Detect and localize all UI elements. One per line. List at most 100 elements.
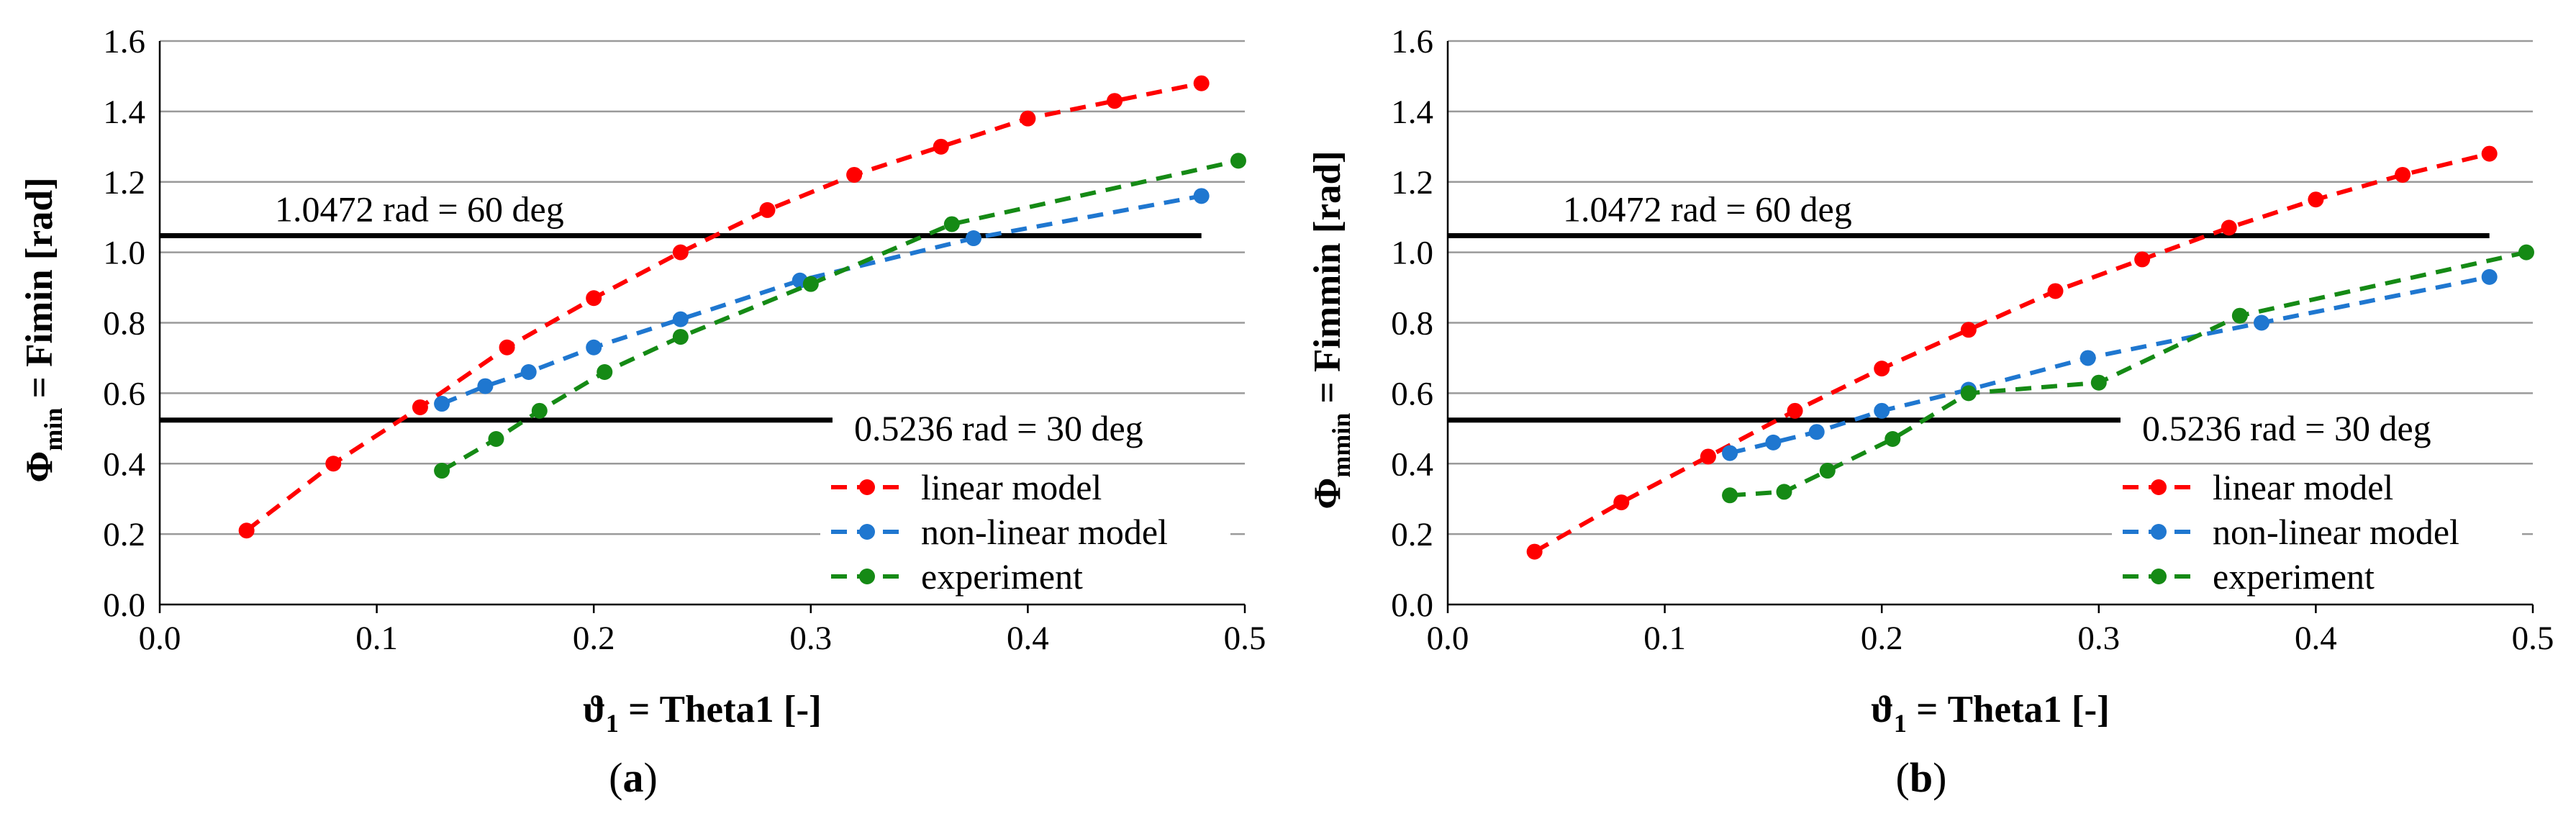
series-nonlinear bbox=[434, 188, 1210, 412]
legend-label: experiment bbox=[921, 556, 1083, 597]
x-axis-title: ϑ1 = Theta1 [-] bbox=[1871, 689, 2110, 738]
x-axis-title: ϑ1 = Theta1 [-] bbox=[583, 689, 822, 738]
reference-label-background bbox=[269, 191, 570, 232]
data-point-nonlinear bbox=[586, 339, 602, 356]
data-point-linear bbox=[2134, 251, 2151, 268]
chart-panel-b: 0.0 0.2 0.4 0.6 0.8 1.0 1.2 1.4 1.6 0.0 0.1 0.2 0.3 0… bbox=[1307, 23, 2554, 801]
x-tick-label: 0.4 bbox=[2295, 620, 2337, 657]
x-tick-label: 0.4 bbox=[1007, 620, 1049, 657]
data-point-nonlinear bbox=[520, 364, 537, 381]
x-tick-label: 0.0 bbox=[1427, 620, 1469, 657]
data-point-nonlinear bbox=[1808, 424, 1825, 440]
reference-label-background bbox=[1557, 191, 1858, 232]
y-tick-label: 1.4 bbox=[1391, 94, 1433, 131]
data-point-linear bbox=[586, 290, 602, 307]
data-point-experiment bbox=[1885, 430, 1901, 447]
y-tick-label: 1.4 bbox=[103, 94, 145, 131]
data-point-linear bbox=[1613, 494, 1630, 511]
reference-line-label: 1.0472 rad = 60 deg bbox=[275, 189, 564, 230]
series-line-experiment bbox=[1729, 250, 2527, 498]
y-tick-label: 0.0 bbox=[103, 587, 145, 624]
reference-line-label: 0.5236 rad = 30 deg bbox=[854, 408, 1143, 448]
data-point-linear bbox=[2308, 191, 2324, 208]
series-line-linear bbox=[245, 81, 1202, 533]
y-tick-label: 0.4 bbox=[1391, 445, 1433, 483]
reference-label-background bbox=[2136, 409, 2437, 451]
data-point-experiment bbox=[1722, 487, 1738, 504]
y-tick-label: 1.0 bbox=[103, 235, 145, 272]
data-point-nonlinear bbox=[2254, 314, 2269, 331]
data-point-linear bbox=[2047, 283, 2064, 299]
x-tick-label: 0.5 bbox=[1224, 620, 1266, 657]
y-tick-label: 0.4 bbox=[103, 445, 145, 483]
y-tick-label: 0.6 bbox=[1391, 375, 1433, 412]
reference-line-label: 1.0472 rad = 60 deg bbox=[1563, 189, 1852, 230]
legend-label: experiment bbox=[2213, 556, 2375, 597]
series-linear bbox=[238, 75, 1210, 539]
series-experiment bbox=[434, 153, 1246, 479]
data-point-experiment bbox=[597, 364, 613, 381]
data-point-linear bbox=[325, 456, 342, 472]
data-point-linear bbox=[238, 522, 255, 539]
x-tick-label: 0.2 bbox=[573, 620, 615, 657]
data-point-nonlinear bbox=[477, 378, 494, 394]
data-point-linear bbox=[1526, 543, 1543, 560]
legend-label: non-linear model bbox=[2213, 512, 2459, 552]
data-point-linear bbox=[933, 138, 949, 155]
data-point-linear bbox=[1874, 361, 1890, 377]
data-point-linear bbox=[412, 399, 428, 415]
x-tick-label: 0.5 bbox=[2512, 620, 2554, 657]
data-point-experiment bbox=[2231, 307, 2248, 324]
legend-marker-linear bbox=[859, 479, 875, 495]
reference-label-background bbox=[848, 409, 1149, 451]
x-tick-label: 0.0 bbox=[139, 620, 181, 657]
y-tick-label: 0.2 bbox=[103, 516, 145, 553]
data-point-experiment bbox=[1776, 484, 1792, 500]
data-point-linear bbox=[2221, 219, 2237, 236]
y-tick-label: 0.8 bbox=[103, 305, 145, 343]
data-point-linear bbox=[1787, 402, 1803, 419]
data-point-linear bbox=[499, 339, 515, 356]
data-point-experiment bbox=[2090, 374, 2107, 391]
data-point-nonlinear bbox=[2080, 350, 2096, 366]
data-point-linear bbox=[1107, 93, 1123, 109]
legend-marker-experiment bbox=[859, 569, 875, 584]
data-point-nonlinear bbox=[434, 396, 450, 412]
data-point-nonlinear bbox=[2481, 268, 2498, 285]
data-point-nonlinear bbox=[672, 311, 689, 327]
legend-label: linear model bbox=[2213, 467, 2393, 507]
data-point-experiment bbox=[1960, 385, 1977, 402]
legend-marker-nonlinear bbox=[859, 524, 875, 540]
legend-marker-experiment bbox=[2151, 569, 2167, 584]
data-point-experiment bbox=[434, 463, 450, 479]
panel-caption: (b) bbox=[1896, 754, 1947, 801]
data-point-experiment bbox=[2518, 244, 2534, 261]
data-point-experiment bbox=[1230, 153, 1246, 169]
data-point-linear bbox=[2395, 166, 2411, 183]
y-tick-label: 1.0 bbox=[1391, 235, 1433, 272]
legend-marker-linear bbox=[2151, 479, 2167, 495]
data-point-linear bbox=[1020, 110, 1036, 127]
y-axis-title: Φmin = Fimin [rad] bbox=[19, 177, 68, 482]
y-tick-label: 0.8 bbox=[1391, 305, 1433, 343]
x-tick-label: 0.2 bbox=[1861, 620, 1903, 657]
data-point-experiment bbox=[672, 329, 689, 345]
legend-marker-nonlinear bbox=[2151, 524, 2167, 540]
data-point-linear bbox=[672, 244, 689, 261]
data-point-nonlinear bbox=[1193, 188, 1210, 204]
data-point-linear bbox=[1960, 322, 1977, 338]
series-nonlinear bbox=[1722, 268, 2498, 461]
y-tick-label: 1.6 bbox=[103, 23, 145, 60]
y-tick-label: 0.6 bbox=[103, 375, 145, 412]
y-tick-label: 0.0 bbox=[1391, 587, 1433, 624]
x-tick-label: 0.3 bbox=[789, 620, 832, 657]
reference-line-label: 0.5236 rad = 30 deg bbox=[2142, 408, 2431, 448]
data-point-experiment bbox=[802, 276, 819, 292]
legend-label: linear model bbox=[921, 467, 1102, 507]
y-tick-label: 1.6 bbox=[1391, 23, 1433, 60]
data-point-experiment bbox=[531, 402, 548, 419]
data-point-linear bbox=[2481, 145, 2498, 162]
panel-caption: (a) bbox=[609, 754, 658, 801]
data-point-nonlinear bbox=[1765, 434, 1782, 451]
